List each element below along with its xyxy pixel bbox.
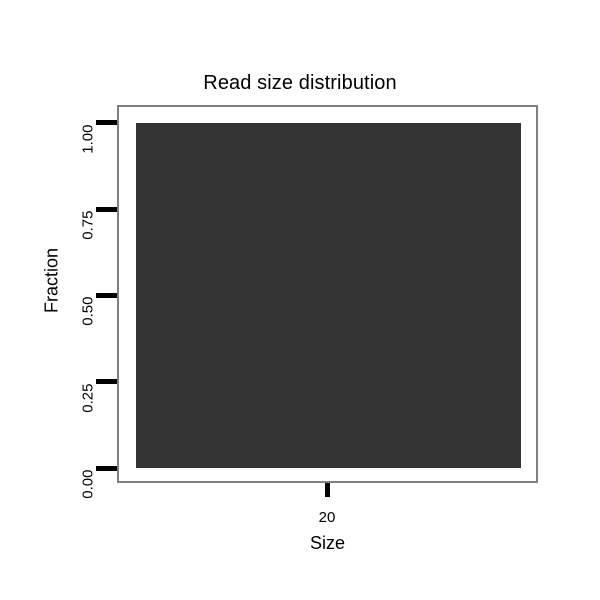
plot-data-area (117, 105, 538, 483)
y-tick-label-0.25: 0.25 (79, 383, 97, 413)
y-tick-label-0.50: 0.50 (79, 296, 97, 326)
y-tick-mark-0.50 (96, 293, 117, 298)
y-tick-mark-1.00 (96, 120, 117, 125)
y-tick-label-0.00: 0.00 (79, 469, 97, 499)
x-tick-mark-20 (325, 483, 330, 497)
bar-size-20 (136, 123, 521, 468)
x-tick-label-20: 20 (318, 509, 336, 526)
y-tick-label-0.75: 0.75 (79, 210, 97, 240)
y-tick-mark-0.25 (96, 379, 117, 384)
chart-title: Read size distribution (203, 72, 397, 94)
y-tick-mark-0.00 (96, 466, 117, 471)
y-axis-title: Fraction (41, 247, 62, 314)
x-axis-title: Size (309, 533, 345, 553)
y-tick-mark-0.75 (96, 207, 117, 212)
y-tick-label-1.00: 1.00 (79, 124, 97, 154)
